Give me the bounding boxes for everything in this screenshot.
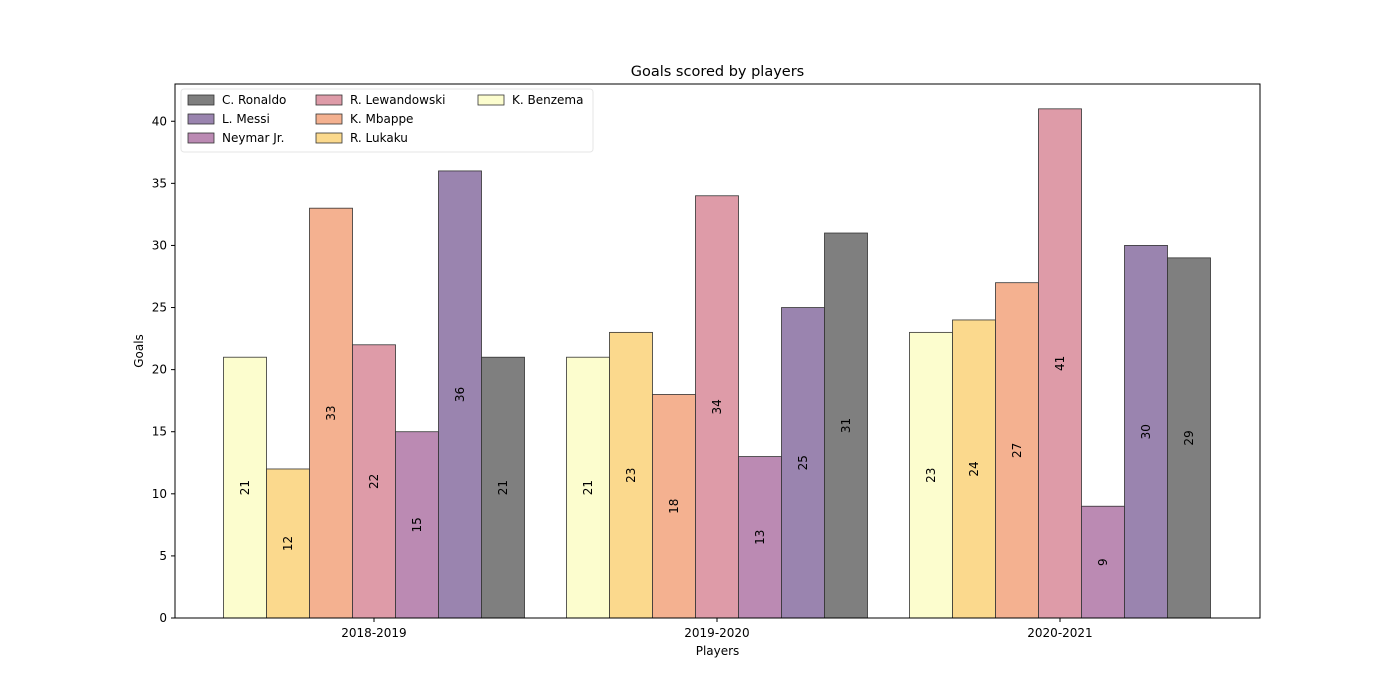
bar-value-label: 36 [453,387,467,402]
legend-swatch [315,94,343,106]
legend-swatch [187,113,215,125]
y-tick-label: 5 [159,549,167,563]
bar-k-benzema-2020-2021 [909,331,953,619]
bar-r-lukaku-2020-2021 [952,319,996,619]
legend-swatch [477,94,505,106]
legend-label: K. Mbappe [350,112,413,126]
x-axis-label: Players [696,644,740,658]
y-tick-label: 20 [152,363,167,377]
bar-value-label: 29 [1182,430,1196,445]
bar-r-lewandowski-2020-2021 [1038,108,1082,619]
bar-value-label: 24 [967,461,981,476]
legend-swatch [315,132,343,144]
bar-c-ronaldo-2018-2019 [481,356,525,619]
y-axis: 0 5 10 15 20 25 30 35 40 [152,114,175,625]
chart-title: Goals scored by players [631,64,805,80]
legend-label: R. Lewandowski [350,93,445,107]
bar-c-ronaldo-2019-2020 [824,232,868,619]
bar-l-messi-2020-2021 [1124,245,1168,619]
bar-value-label: 18 [667,499,681,514]
bar-k-benzema-2019-2020 [566,356,610,619]
bar-value-label: 12 [281,536,295,551]
x-tick-label: 2019-2020 [684,626,749,640]
legend-swatch [187,132,215,144]
bar-value-label: 27 [1010,443,1024,458]
legend-swatch [315,113,343,125]
x-axis: 2018-2019 2019-2020 2020-2021 [341,618,1093,640]
bar-l-messi-2018-2019 [438,170,482,619]
legend: C. Ronaldo L. Messi Neymar Jr. R. Lewandows… [180,88,594,153]
bar-r-lewandowski-2019-2020 [695,195,739,619]
bars-group [223,108,1211,619]
bar-value-label: 21 [581,480,595,495]
bar-value-label: 30 [1139,424,1153,439]
y-tick-label: 0 [159,611,167,625]
bar-value-label: 31 [839,418,853,433]
y-tick-label: 25 [152,301,167,315]
bar-value-label: 33 [324,405,338,420]
bar-l-messi-2019-2020 [781,307,825,619]
bar-value-label: 23 [924,468,938,483]
bar-value-label: 25 [796,455,810,470]
legend-label: L. Messi [222,112,270,126]
bar-k-mbappe-2019-2020 [652,394,696,619]
legend-label: Neymar Jr. [222,131,284,145]
bar-value-label: 21 [496,480,510,495]
legend-label: K. Benzema [512,93,583,107]
bar-value-label: 41 [1053,356,1067,371]
legend-label: C. Ronaldo [222,93,286,107]
x-tick-label: 2020-2021 [1027,626,1092,640]
bar-value-label: 13 [753,530,767,545]
y-tick-label: 15 [152,425,167,439]
legend-swatch [187,94,215,106]
legend-label: R. Lukaku [350,131,408,145]
y-tick-label: 10 [152,487,167,501]
y-tick-label: 30 [152,238,167,252]
bar-value-label: 15 [410,517,424,532]
bar-value-label: 9 [1096,558,1110,566]
bar-k-benzema-2018-2019 [223,356,267,619]
y-tick-label: 35 [152,176,167,190]
bar-r-lewandowski-2018-2019 [352,344,396,619]
bar-value-label: 22 [367,474,381,489]
y-tick-label: 40 [152,114,167,128]
bar-neymar-jr-2019-2020 [738,456,782,619]
bar-r-lukaku-2019-2020 [609,331,653,619]
bar-value-label: 23 [624,468,638,483]
x-tick-label: 2018-2019 [341,626,406,640]
bar-neymar-jr-2018-2019 [395,431,439,619]
bar-c-ronaldo-2020-2021 [1167,257,1211,619]
y-axis-label: Goals [132,334,146,368]
bar-value-label: 34 [710,399,724,414]
bar-value-label: 21 [238,480,252,495]
bar-labels-group: 21 21 23 12 23 24 33 18 27 22 34 41 15 13 9 36 25 30 21 31 2… [238,356,1196,566]
bar-r-lukaku-2018-2019 [266,468,310,619]
